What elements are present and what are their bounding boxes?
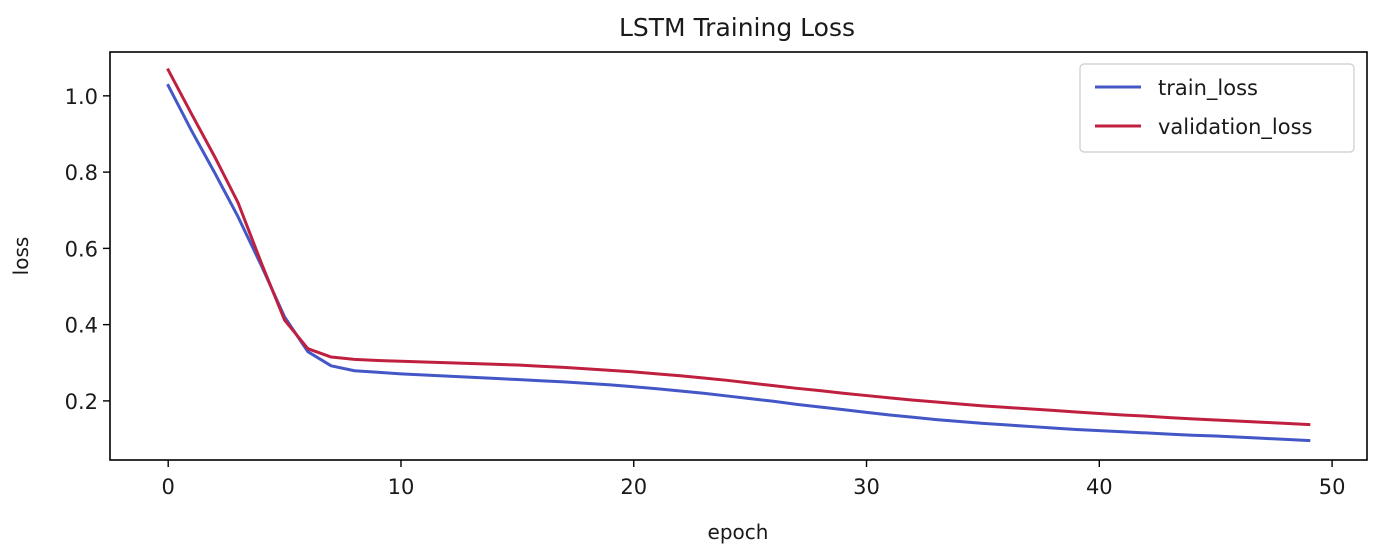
y-tick-label: 0.2 <box>65 390 98 414</box>
x-tick-label: 50 <box>1319 475 1346 499</box>
legend-train-loss-label: train_loss <box>1158 76 1258 101</box>
x-tick-label: 20 <box>620 475 647 499</box>
y-tick-label: 1.0 <box>65 85 98 109</box>
legend: train_loss validation_loss <box>1079 63 1355 153</box>
legend-box <box>1079 63 1355 153</box>
x-tick-label: 30 <box>853 475 880 499</box>
x-tick-label: 10 <box>388 475 415 499</box>
y-tick-label: 0.8 <box>65 161 98 185</box>
chart-title: LSTM Training Loss <box>619 13 855 42</box>
legend-validation-loss-label: validation_loss <box>1158 115 1312 140</box>
x-tick-label: 0 <box>162 475 175 499</box>
series-lines <box>166 67 1311 443</box>
x-axis-label: epoch <box>708 520 769 544</box>
y-axis-label: loss <box>9 237 33 276</box>
series-line-train-loss <box>166 83 1311 443</box>
y-tick-label: 0.6 <box>65 237 98 261</box>
y-axis: 0.2 0.4 0.6 0.8 1.0 <box>65 85 110 414</box>
plot-area <box>109 51 1368 461</box>
x-tick-label: 40 <box>1086 475 1113 499</box>
y-tick-label: 0.4 <box>65 314 98 338</box>
series-line-validation-loss <box>166 67 1311 427</box>
x-axis: 0 10 20 30 40 50 <box>162 460 1346 499</box>
